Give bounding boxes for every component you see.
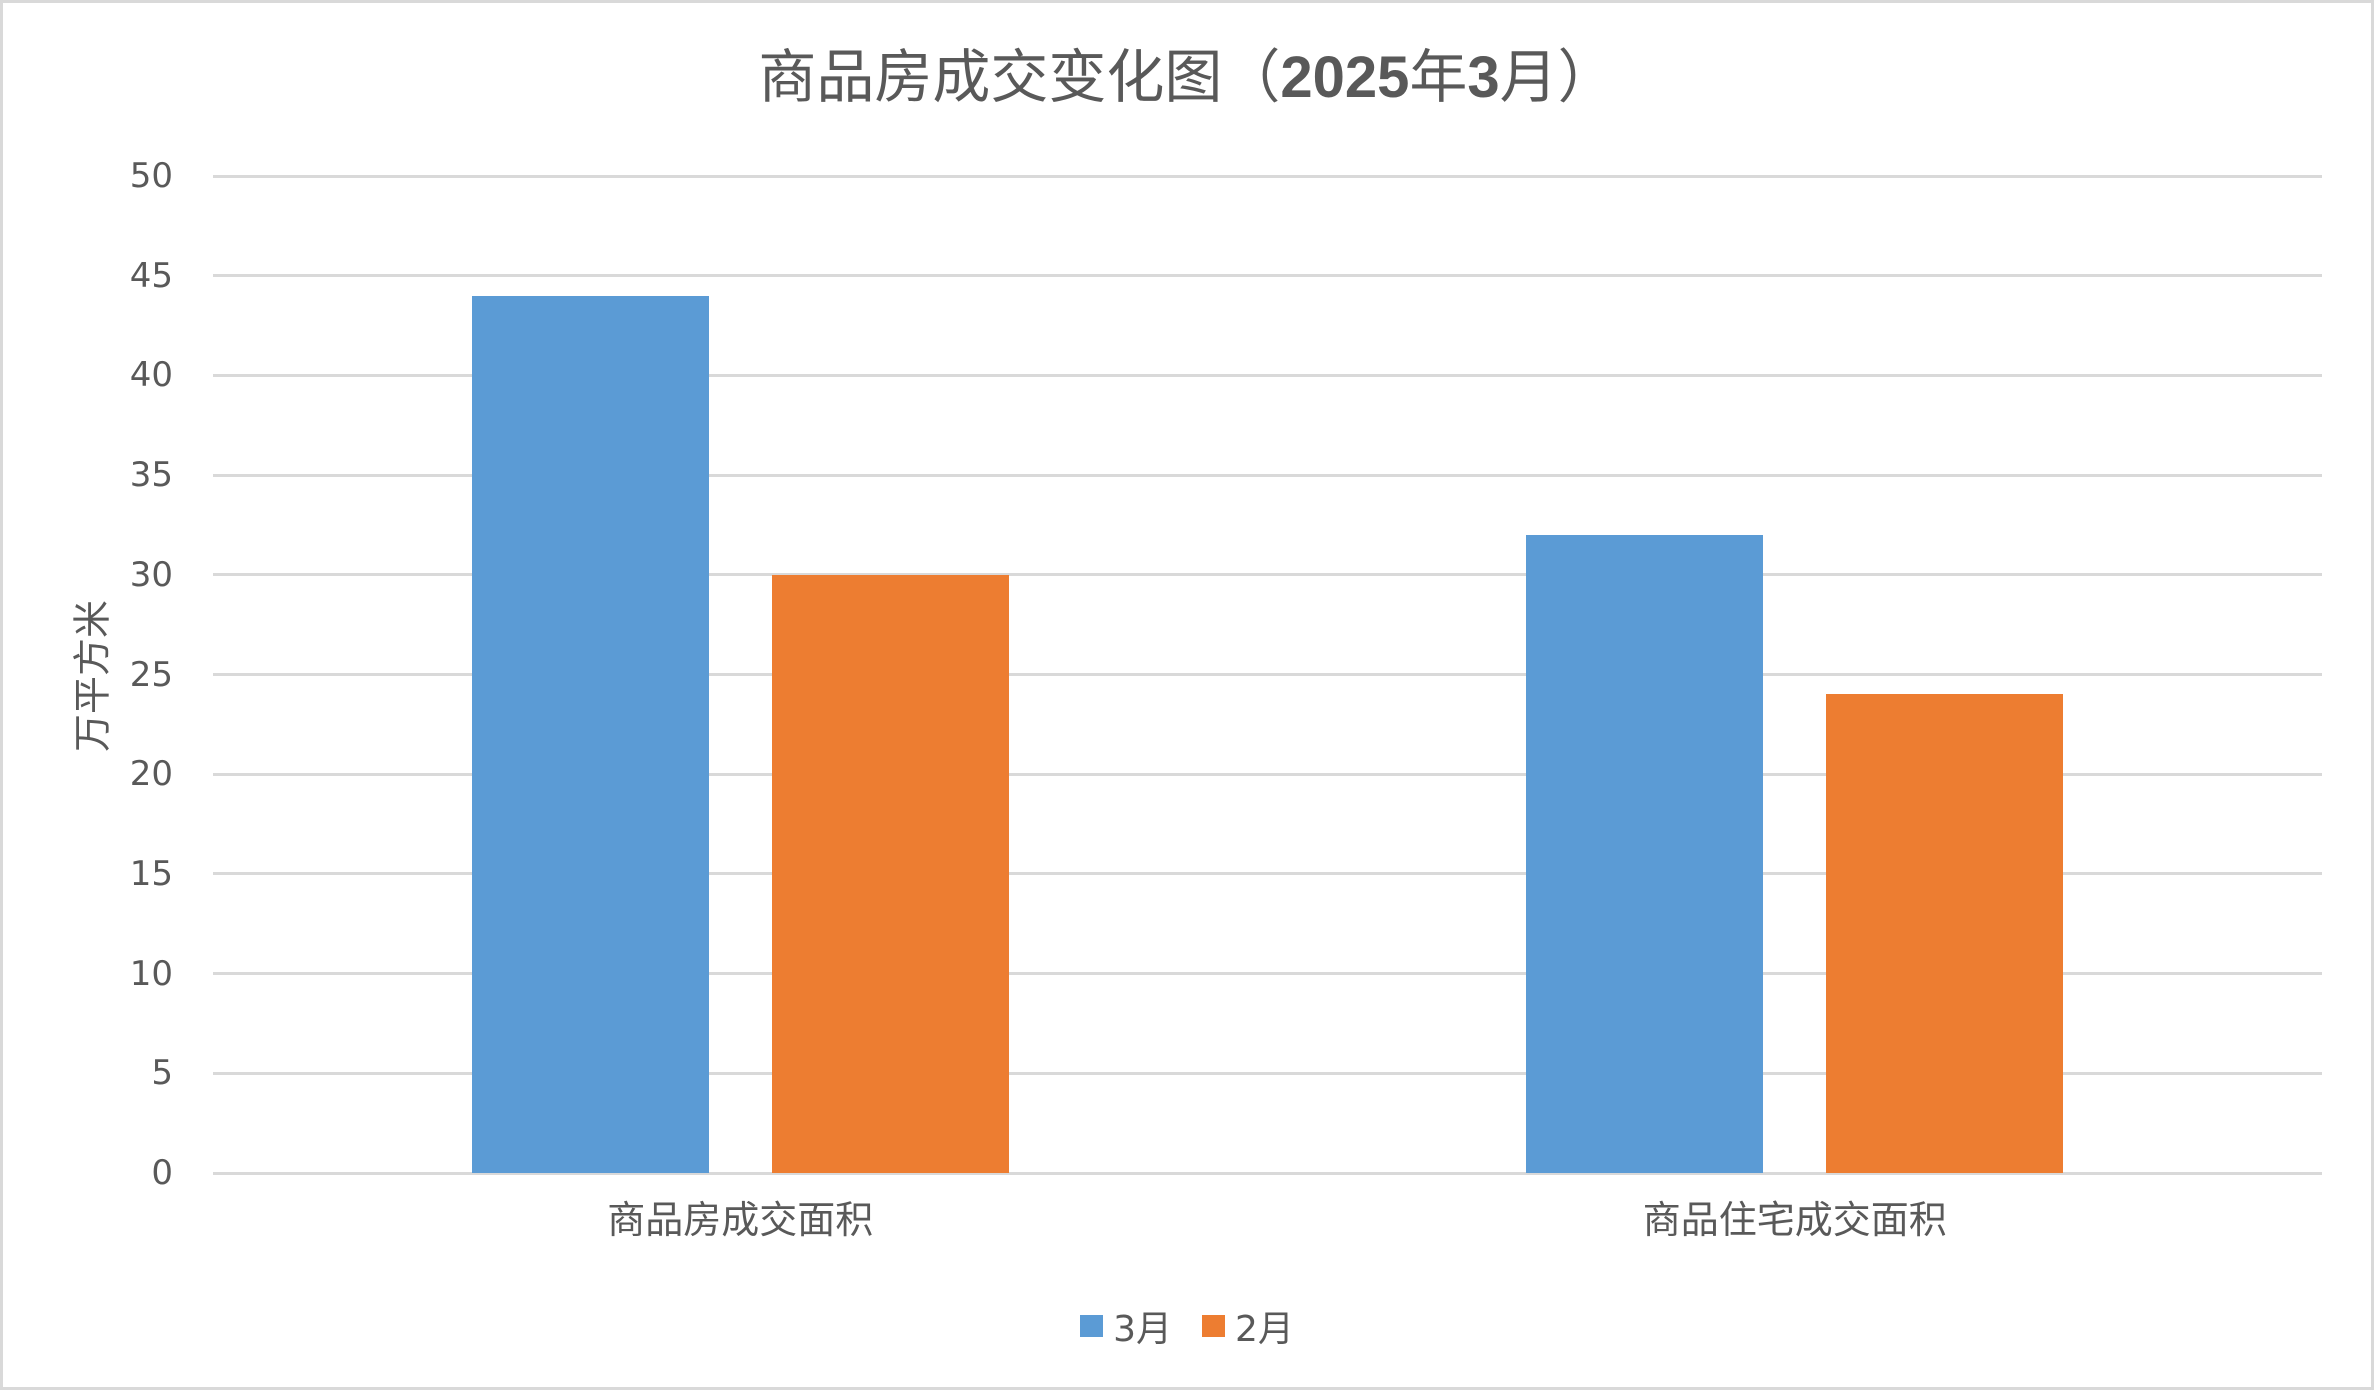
y-tick-label: 35 [129,455,173,496]
y-tick-label: 20 [129,754,173,795]
title-text: 商品房成交变化图（ [758,43,1281,111]
gridline [213,872,2322,876]
title-month: 3 [1467,45,1500,110]
gridline [213,473,2322,477]
y-tick-label: 45 [129,255,173,296]
gridline [213,1071,2322,1075]
legend-item[interactable]: 3月 [1080,1300,1172,1352]
y-tick-label: 5 [151,1053,173,1094]
y-tick-label: 30 [129,554,173,595]
plot-area [213,174,2322,1175]
gridline [213,772,2322,776]
gridline [213,174,2322,178]
gridline [213,573,2322,577]
title-suffix: ） [1557,43,1616,111]
y-tick-label: 15 [129,853,173,894]
bar-3月-商品房成交面积[interactable] [471,295,709,1173]
x-category-label: 商品房成交面积 [607,1198,874,1242]
y-tick-label: 0 [151,1153,173,1193]
title-year-unit: 年 [1409,43,1468,111]
gridline [213,673,2322,676]
gridline [213,373,2322,377]
gridline [213,1171,2322,1175]
legend-label: 2月 [1235,1309,1294,1350]
legend-swatch-icon [1080,1315,1104,1337]
chart-title: 商品房成交变化图（2025年3月） [0,40,2374,115]
bar-2月-商品住宅成交面积[interactable] [1826,694,2064,1173]
legend-item[interactable]: 2月 [1202,1300,1294,1352]
y-tick-label: 50 [129,156,173,196]
x-category-label: 商品住宅成交面积 [1642,1198,1947,1242]
gridline [213,274,2322,278]
bar-2月-商品房成交面积[interactable] [771,574,1009,1173]
legend-swatch-icon [1202,1315,1225,1337]
bar-3月-商品住宅成交面积[interactable] [1526,534,1764,1173]
y-tick-label: 25 [129,654,173,695]
legend: 3月 2月 [0,1300,2374,1352]
legend-label: 3月 [1113,1309,1172,1350]
gridline [213,972,2322,976]
y-tick-label: 40 [129,355,173,396]
title-year: 2025 [1280,45,1410,110]
title-month-unit: 月 [1499,43,1558,111]
y-tick-label: 10 [129,953,173,994]
